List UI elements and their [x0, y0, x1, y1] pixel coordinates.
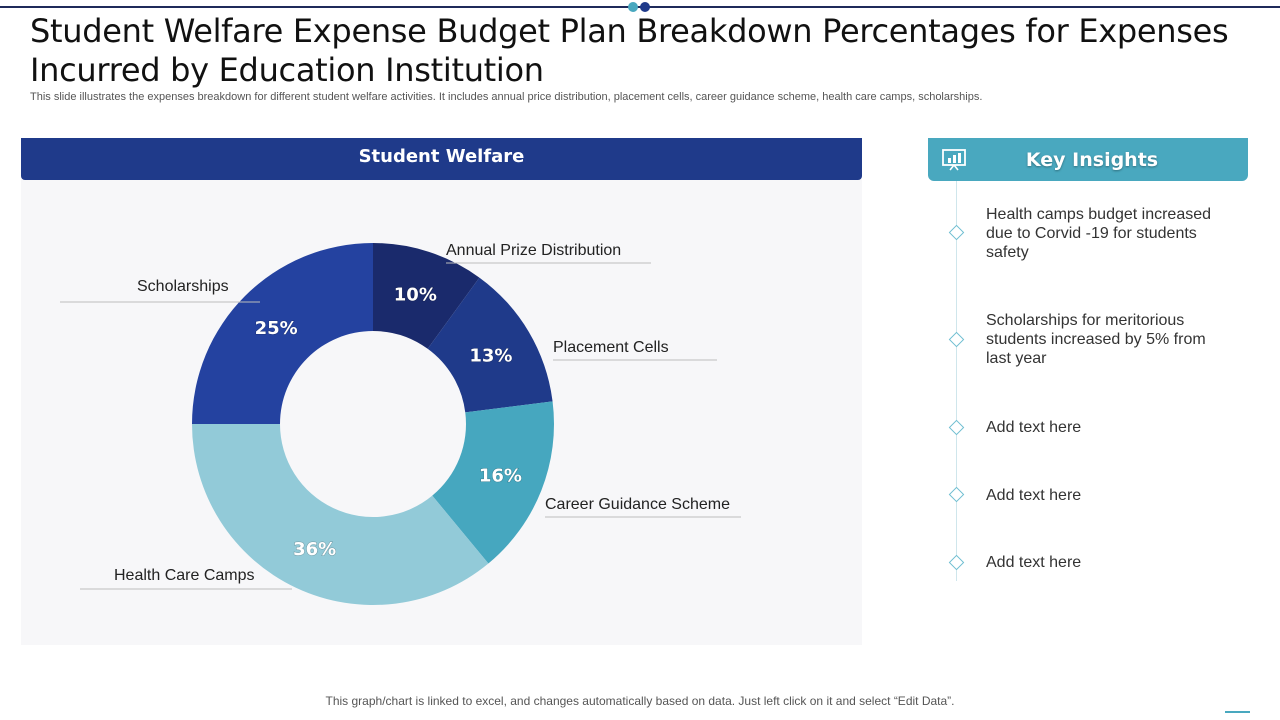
insights-timeline [956, 181, 957, 581]
data-label-annual-prize-distribution: 10% [394, 285, 437, 306]
data-label-health-care-camps: 36% [293, 539, 336, 560]
insight-item-5: Add text here [986, 554, 1082, 571]
page-title: Student Welfare Expense Budget Plan Brea… [30, 12, 1229, 89]
slice-health-care-camps[interactable] [192, 424, 489, 605]
page-subtitle: This slide illustrates the expenses brea… [30, 91, 983, 103]
category-label-career-guidance-scheme: Career Guidance Scheme [545, 496, 730, 513]
category-label-annual-prize-distribution: Annual Prize Distribution [446, 242, 621, 259]
data-label-career-guidance-scheme: 16% [479, 465, 522, 486]
data-label-placement-cells: 13% [469, 345, 512, 366]
category-label-placement-cells: Placement Cells [553, 339, 669, 356]
corner-mark [1225, 711, 1250, 713]
insights-header: Key Insights [928, 138, 1248, 181]
slice-scholarships[interactable] [192, 243, 373, 424]
insight-item-4: Add text here [986, 487, 1082, 504]
insight-item-1: Health camps budget increased due to Cor… [986, 206, 1212, 261]
category-label-scholarships: Scholarships [137, 278, 229, 295]
insight-item-3: Add text here [986, 419, 1082, 436]
insights-title: Key Insights [1025, 149, 1159, 171]
data-label-scholarships: 25% [255, 318, 298, 339]
slice-placement-cells[interactable] [427, 277, 553, 413]
slice-career-guidance-scheme[interactable] [432, 401, 554, 564]
chart-title: Student Welfare [21, 138, 862, 180]
insight-item-2: Scholarships for meritorious students in… [986, 312, 1206, 367]
top-dots-decoration [628, 2, 654, 12]
footer-note: This graph/chart is linked to excel, and… [325, 694, 955, 708]
category-label-health-care-camps: Health Care Camps [114, 567, 255, 584]
presentation-chart-icon [942, 149, 966, 171]
slice-annual-prize-distribution[interactable] [373, 243, 480, 349]
